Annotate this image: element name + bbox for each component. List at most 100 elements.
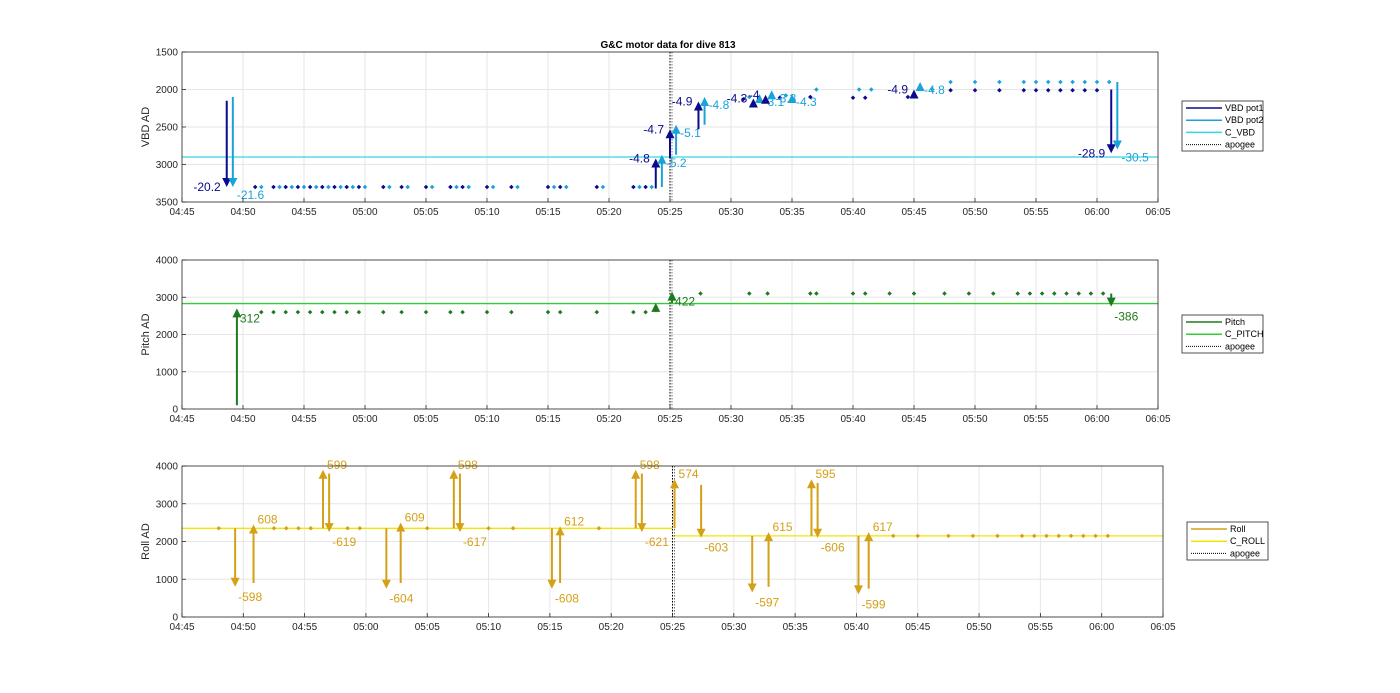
move-arrow-head bbox=[667, 291, 677, 301]
data-point bbox=[424, 526, 430, 531]
move-label: -4.3 bbox=[796, 95, 817, 109]
data-point bbox=[557, 309, 563, 315]
x-tick-label: 05:55 bbox=[1023, 207, 1048, 218]
x-tick-label: 04:55 bbox=[291, 414, 316, 425]
move-label: 422 bbox=[675, 295, 695, 309]
data-point bbox=[1033, 79, 1039, 85]
data-point bbox=[320, 184, 325, 190]
move-label: -4.3 bbox=[727, 92, 748, 106]
move-label: 609 bbox=[405, 511, 425, 525]
move-label: -598 bbox=[238, 590, 262, 604]
data-point bbox=[296, 526, 301, 531]
data-point bbox=[271, 309, 276, 315]
y-tick-label: 1000 bbox=[156, 575, 179, 586]
data-point bbox=[942, 291, 947, 296]
move-label: 312 bbox=[240, 311, 260, 325]
data-point bbox=[289, 184, 295, 190]
move-arrow-head bbox=[864, 532, 874, 542]
move-arrow-head bbox=[767, 90, 777, 100]
move-arrow-head bbox=[909, 89, 919, 99]
move-arrow-head bbox=[806, 479, 816, 489]
data-point bbox=[344, 309, 349, 315]
x-tick-label: 05:05 bbox=[413, 207, 438, 218]
x-tick-label: 05:05 bbox=[413, 414, 438, 425]
legend-label: apogee bbox=[1225, 341, 1255, 351]
x-tick-label: 05:20 bbox=[596, 207, 621, 218]
data-point bbox=[1070, 79, 1075, 85]
data-point bbox=[283, 526, 289, 531]
subplot-vbd-ad: -20.2-21.6-4.8 -5.2-4.7 -5.1-4.9 -4.8-4.3 -3… bbox=[140, 48, 1264, 219]
move-arrow-head bbox=[700, 97, 710, 106]
x-tick-label: 05:25 bbox=[657, 207, 682, 218]
move-label: -30.5 bbox=[1121, 151, 1149, 165]
move-arrow-head bbox=[637, 523, 647, 533]
x-tick-label: 05:45 bbox=[901, 414, 926, 425]
x-tick-label: 05:30 bbox=[721, 622, 746, 633]
data-point bbox=[484, 309, 490, 315]
move-arrow-head bbox=[1106, 297, 1116, 307]
data-point bbox=[991, 291, 996, 296]
data-point bbox=[1019, 533, 1025, 539]
data-point bbox=[1058, 79, 1063, 85]
data-point bbox=[765, 291, 770, 296]
data-point bbox=[332, 309, 337, 315]
legend-label: C_VBD bbox=[1225, 127, 1256, 137]
y-tick-label: 3000 bbox=[156, 293, 179, 304]
move-label: 598 bbox=[458, 458, 478, 472]
x-tick-label: 05:15 bbox=[535, 207, 560, 218]
move-arrow-head bbox=[651, 302, 661, 312]
y-tick-label: 4000 bbox=[156, 462, 179, 473]
move-label: -4 bbox=[749, 88, 760, 102]
data-point bbox=[259, 309, 264, 315]
move-label: -4.9 bbox=[672, 95, 693, 109]
x-tick-label: 05:20 bbox=[596, 414, 621, 425]
move-label: -20.2 bbox=[193, 180, 221, 194]
move-label: -4.8 bbox=[924, 83, 945, 97]
move-arrow-head bbox=[787, 94, 797, 103]
move-label: 608 bbox=[258, 513, 278, 527]
x-tick-label: 05:50 bbox=[967, 622, 992, 633]
x-tick-label: 05:25 bbox=[660, 622, 685, 633]
move-arrow-head bbox=[813, 528, 823, 538]
move-arrow-head bbox=[555, 526, 565, 536]
move-label: 574 bbox=[679, 467, 699, 481]
x-tick-label: 04:45 bbox=[169, 622, 194, 633]
move-arrow-head bbox=[381, 579, 391, 589]
x-tick-label: 05:00 bbox=[352, 414, 377, 425]
x-tick-label: 05:20 bbox=[599, 622, 624, 633]
x-tick-label: 05:35 bbox=[783, 622, 808, 633]
move-label: -4.8 bbox=[709, 98, 730, 112]
x-tick-label: 06:00 bbox=[1084, 207, 1109, 218]
data-point bbox=[1106, 79, 1112, 85]
data-point bbox=[460, 309, 465, 315]
y-tick-label: 0 bbox=[172, 405, 178, 416]
x-tick-label: 04:45 bbox=[169, 414, 194, 425]
data-point bbox=[862, 291, 868, 296]
move-label: -4.9 bbox=[887, 83, 908, 97]
legend-label: VBD pot2 bbox=[1225, 115, 1264, 125]
move-arrow-head bbox=[754, 94, 764, 103]
x-tick-label: 05:15 bbox=[535, 414, 560, 425]
data-point bbox=[283, 309, 288, 315]
data-point bbox=[698, 291, 703, 296]
data-point bbox=[1064, 291, 1069, 296]
move-label: -21.6 bbox=[237, 188, 265, 202]
data-point bbox=[814, 291, 819, 296]
move-label: -386 bbox=[1114, 310, 1138, 324]
move-label: 612 bbox=[564, 514, 584, 528]
data-point bbox=[545, 309, 551, 315]
data-point bbox=[1045, 87, 1051, 93]
move-arrow-head bbox=[449, 469, 459, 479]
data-point bbox=[356, 309, 362, 315]
x-tick-label: 04:55 bbox=[291, 207, 316, 218]
move-label: 595 bbox=[815, 467, 835, 481]
data-point bbox=[448, 309, 453, 315]
move-arrow-head bbox=[693, 101, 703, 111]
data-point bbox=[345, 526, 350, 531]
x-tick-label: 05:55 bbox=[1028, 622, 1053, 633]
move-label: -603 bbox=[704, 541, 728, 555]
x-tick-label: 05:10 bbox=[476, 622, 501, 633]
